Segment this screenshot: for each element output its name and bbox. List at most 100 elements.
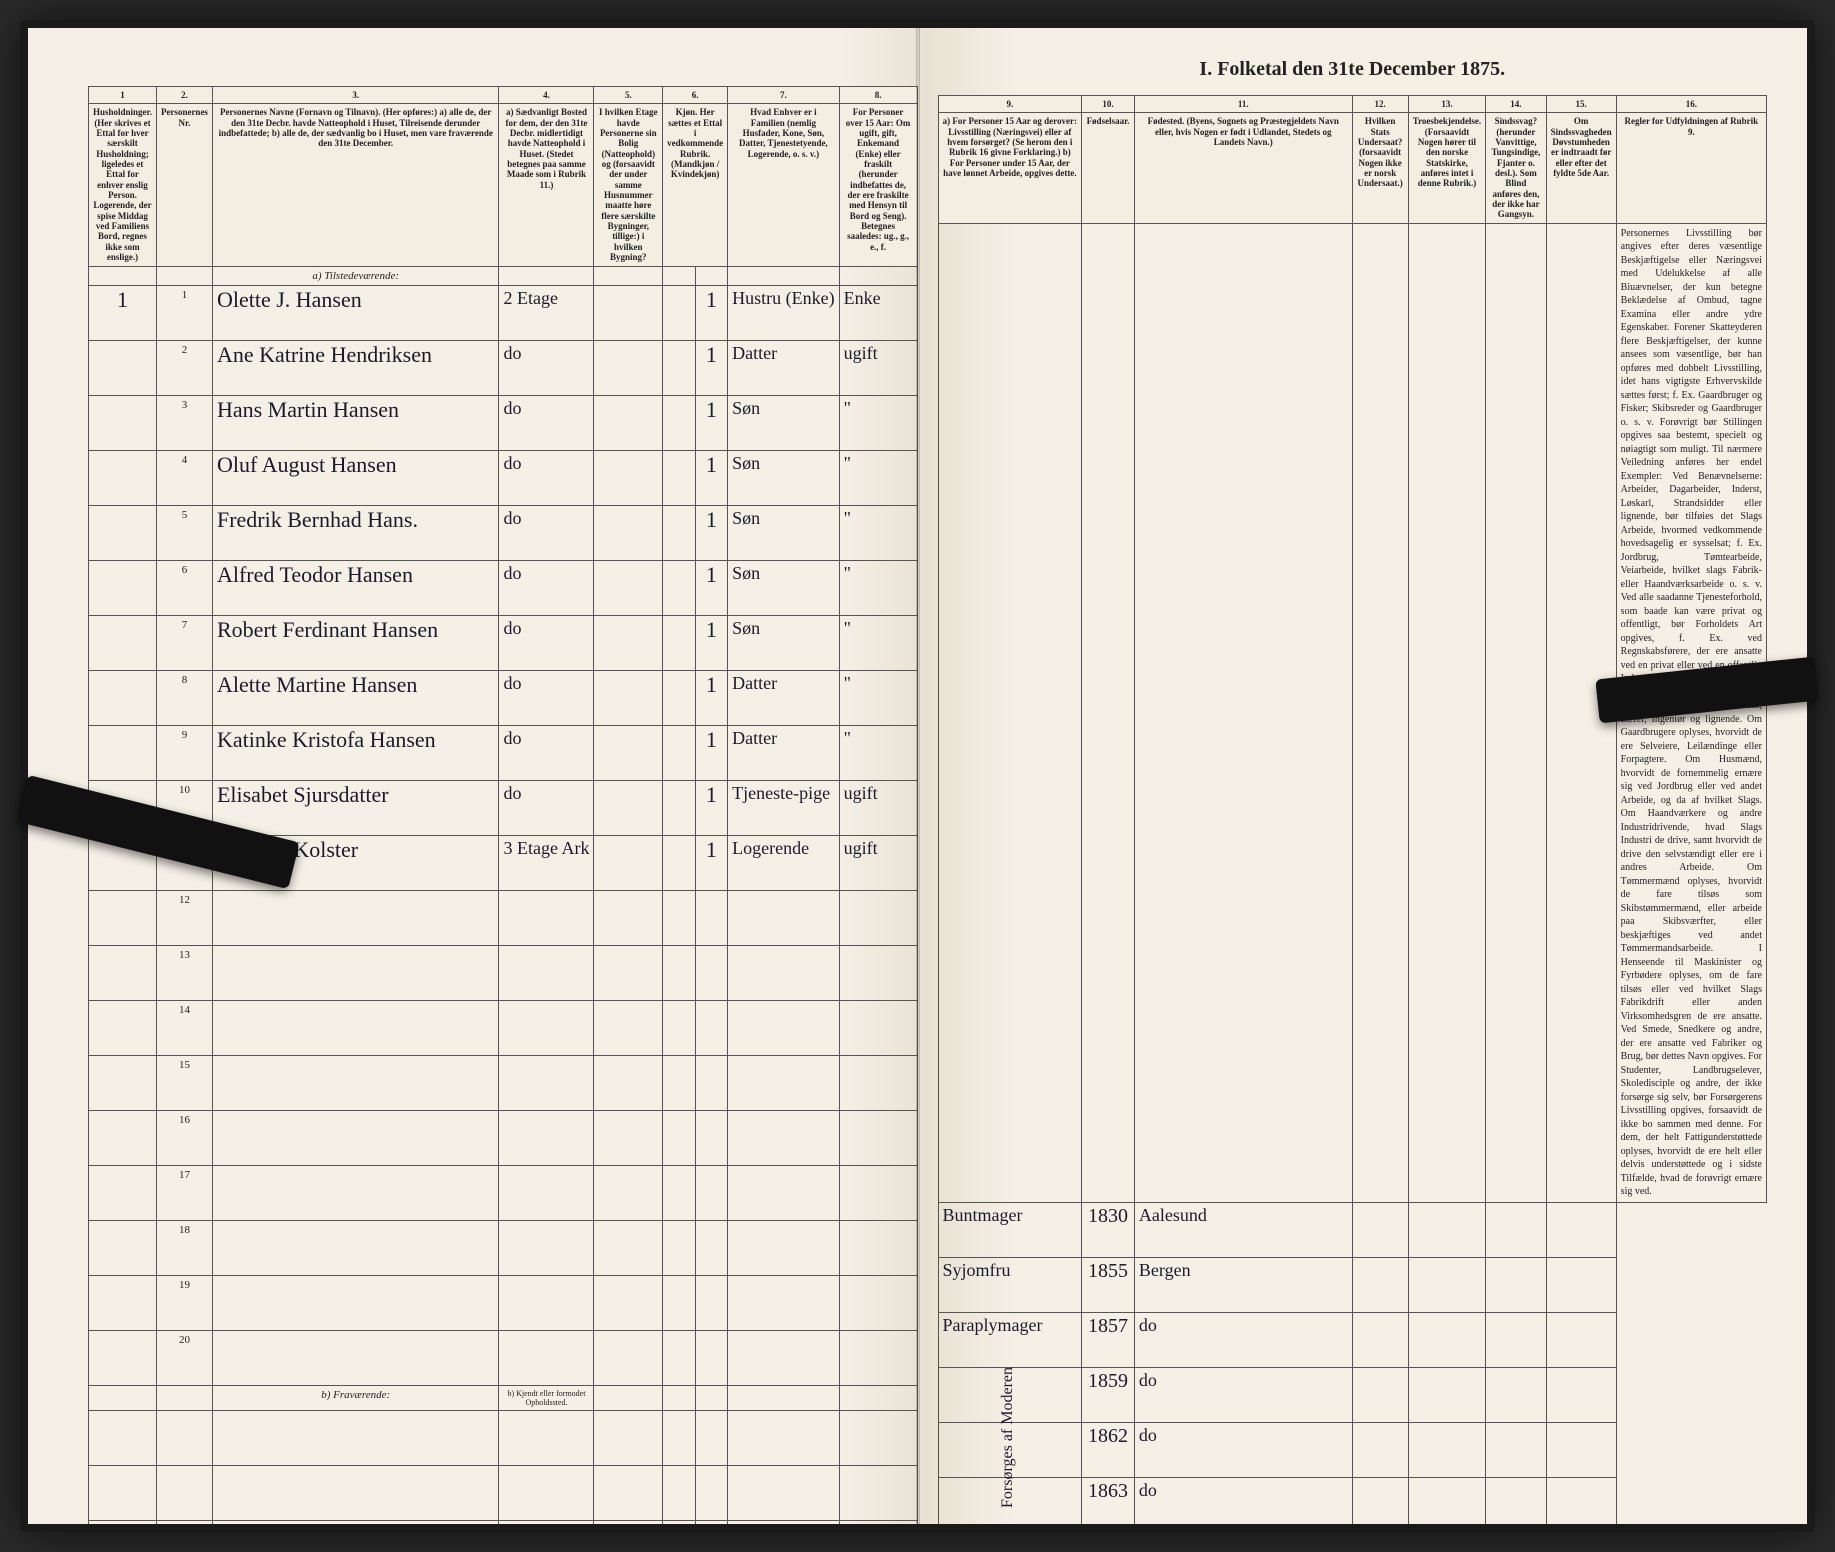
cell-sex-f: 1 bbox=[695, 725, 728, 780]
cell-birthyear: 1862 bbox=[1082, 1422, 1135, 1477]
cell-sex-m bbox=[663, 395, 695, 450]
table-row: Paraplymager1857do bbox=[938, 1312, 1767, 1367]
cell-name: Oluf August Hansen bbox=[212, 450, 499, 505]
table-row bbox=[89, 1520, 918, 1524]
cell-sex-m bbox=[663, 450, 695, 505]
header-c4: a) Sædvanligt Bosted for dem, der den 31… bbox=[499, 104, 594, 266]
cell-floor bbox=[594, 285, 663, 340]
colnum-12: 12. bbox=[1352, 96, 1408, 113]
left-page: 1 2. 3. 4. 5. 6. 7. 8. Husholdninger. (H… bbox=[28, 28, 928, 1524]
cell-household bbox=[89, 560, 157, 615]
cell-family-pos: Datter bbox=[728, 725, 839, 780]
colnum-5: 5. bbox=[594, 87, 663, 104]
cell-religion bbox=[1408, 1257, 1485, 1312]
cell-household bbox=[89, 340, 157, 395]
cell-sex-f: 1 bbox=[695, 285, 728, 340]
cell-residence: do bbox=[499, 725, 594, 780]
book-spine bbox=[916, 28, 920, 1524]
header-c7: Hvad Enhver er i Familien (nemlig Husfad… bbox=[728, 104, 839, 266]
cell-residence: do bbox=[499, 340, 594, 395]
colnum-14: 14. bbox=[1486, 96, 1546, 113]
cell-occupation bbox=[938, 1477, 1082, 1524]
header-c12: Hvilken Stats Undersaat? (forsaavidt Nog… bbox=[1352, 113, 1408, 223]
cell-person-number: 2 bbox=[156, 340, 212, 395]
cell-marital: " bbox=[839, 670, 917, 725]
cell-person-number: 20 bbox=[156, 1330, 212, 1385]
table-row: 1863do bbox=[938, 1477, 1767, 1524]
cell-religion bbox=[1408, 1477, 1485, 1524]
cell-sex-f: 1 bbox=[695, 780, 728, 835]
cell-disability-age bbox=[1546, 1257, 1616, 1312]
table-row: 17 bbox=[89, 1165, 918, 1220]
cell-occupation: Buntmager bbox=[938, 1202, 1082, 1257]
cell-citizenship bbox=[1352, 1202, 1408, 1257]
cell-birthyear: 1855 bbox=[1082, 1257, 1135, 1312]
cell-disability bbox=[1486, 1422, 1546, 1477]
header-c6: Kjøn. Her sættes et Ettal i vedkommende … bbox=[663, 104, 728, 266]
cell-sex-f: 1 bbox=[695, 505, 728, 560]
header-row-left: Husholdninger. (Her skrives et Ettal for… bbox=[89, 104, 918, 266]
table-row: 5Fredrik Bernhad Hans.do1Søn" bbox=[89, 505, 918, 560]
cell-residence: do bbox=[499, 560, 594, 615]
section-a-row: a) Tilstedeværende: bbox=[89, 266, 918, 285]
section-b-row: b) Fraværende: b) Kjendt eller formodet … bbox=[89, 1385, 918, 1410]
colnum-9: 9. bbox=[938, 96, 1082, 113]
section-b-label: b) Fraværende: bbox=[212, 1385, 499, 1410]
cell-household bbox=[89, 725, 157, 780]
cell-disability-age bbox=[1546, 1477, 1616, 1524]
cell-sex-f: 1 bbox=[695, 340, 728, 395]
cell-floor bbox=[594, 835, 663, 890]
cell-sex-f: 1 bbox=[695, 560, 728, 615]
cell-sex-m bbox=[663, 780, 695, 835]
cell-person-number: 14 bbox=[156, 1000, 212, 1055]
cell-floor bbox=[594, 395, 663, 450]
table-row: 11Olette J. Hansen2 Etage1Hustru (Enke)E… bbox=[89, 285, 918, 340]
cell-marital: ugift bbox=[839, 835, 917, 890]
cell-marital: Enke bbox=[839, 285, 917, 340]
cell-sex-m bbox=[663, 835, 695, 890]
cell-person-number: 3 bbox=[156, 395, 212, 450]
cell-religion bbox=[1408, 1367, 1485, 1422]
cell-marital: " bbox=[839, 615, 917, 670]
header-c16: Regler for Udfyldningen af Rubrik 9. bbox=[1616, 113, 1766, 223]
cell-person-number: 18 bbox=[156, 1220, 212, 1275]
cell-person-number: 13 bbox=[156, 945, 212, 1000]
colnum-15: 15. bbox=[1546, 96, 1616, 113]
colnum-2: 2. bbox=[156, 87, 212, 104]
header-c14: Sindssvag? (herunder Vanvittige, Tungsin… bbox=[1486, 113, 1546, 223]
table-row: Forsørges af Moderen1859do bbox=[938, 1367, 1767, 1422]
cell-floor bbox=[594, 450, 663, 505]
cell-citizenship bbox=[1352, 1477, 1408, 1524]
cell-family-pos: Søn bbox=[728, 560, 839, 615]
cell-name: Elisabet Sjursdatter bbox=[212, 780, 499, 835]
header-c8: For Personer over 15 Aar: Om ugift, gift… bbox=[839, 104, 917, 266]
cell-floor bbox=[594, 340, 663, 395]
cell-household bbox=[89, 670, 157, 725]
ledger-table-right: 9. 10. 11. 12. 13. 14. 15. 16. a) For Pe… bbox=[938, 95, 1768, 1524]
cell-marital: " bbox=[839, 450, 917, 505]
cell-name: Katinke Kristofa Hansen bbox=[212, 725, 499, 780]
colnum-10: 10. bbox=[1082, 96, 1135, 113]
table-row: 15 bbox=[89, 1055, 918, 1110]
cell-floor bbox=[594, 615, 663, 670]
cell-sex-m bbox=[663, 560, 695, 615]
header-c9: a) For Personer 15 Aar og derover: Livss… bbox=[938, 113, 1082, 223]
cell-floor bbox=[594, 670, 663, 725]
right-page: I. Folketal den 31te December 1875. 9. 1… bbox=[928, 28, 1808, 1524]
cell-disability bbox=[1486, 1202, 1546, 1257]
cell-residence: do bbox=[499, 670, 594, 725]
cell-occupation: Forsørges af Moderen bbox=[938, 1367, 1082, 1422]
cell-floor bbox=[594, 560, 663, 615]
cell-occupation: Syjomfru bbox=[938, 1257, 1082, 1312]
cell-birthplace: do bbox=[1134, 1367, 1352, 1422]
cell-person-number: 4 bbox=[156, 450, 212, 505]
cell-name: Ane Katrine Hendriksen bbox=[212, 340, 499, 395]
header-c3: Personernes Navne (Fornavn og Tilnavn). … bbox=[212, 104, 499, 266]
column-number-row: 1 2. 3. 4. 5. 6. 7. 8. bbox=[89, 87, 918, 104]
cell-person-number: 5 bbox=[156, 505, 212, 560]
colnum-11: 11. bbox=[1134, 96, 1352, 113]
header-c1: Husholdninger. (Her skrives et Ettal for… bbox=[89, 104, 157, 266]
cell-residence: do bbox=[499, 615, 594, 670]
table-row bbox=[89, 1465, 918, 1520]
cell-disability-age bbox=[1546, 1422, 1616, 1477]
